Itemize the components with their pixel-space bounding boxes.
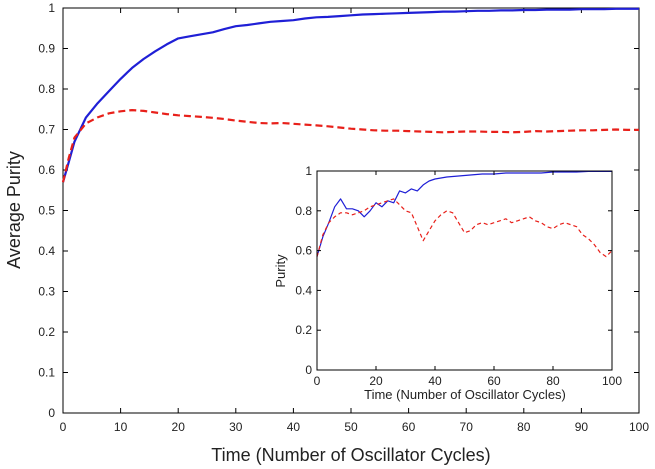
main-x-tick-label: 60 (402, 420, 416, 434)
main-x-tick-label: 0 (60, 420, 67, 434)
main-x-tick-label: 90 (575, 420, 589, 434)
inset-y-tick-label: 0.6 (295, 244, 312, 258)
main-y-tick-label: 0.2 (38, 325, 55, 339)
inset-y-tick-label: 0.8 (295, 204, 312, 218)
main-y-tick-label: 0.5 (38, 204, 55, 218)
main-y-tick-label: 0 (48, 406, 55, 420)
main-y-tick-label: 0.8 (38, 82, 55, 96)
main-y-tick-label: 1 (48, 1, 55, 15)
main-series-red-dashed (61, 108, 639, 183)
inset-x-tick-label: 100 (602, 374, 622, 388)
inset-x-tick-label: 60 (487, 374, 501, 388)
inset-x-tick-label: 20 (369, 374, 383, 388)
inset-x-axis-label: Time (Number of Oscillator Cycles) (364, 387, 566, 402)
inset-y-tick-label: 1 (305, 164, 312, 178)
inset-plot-frame (316, 170, 613, 371)
main-y-tick-label: 0.4 (38, 244, 55, 258)
main-x-tick-label: 10 (114, 420, 128, 434)
main-y-axis-label: Average Purity (4, 151, 24, 269)
main-series-blue-solid (61, 7, 639, 183)
main-x-axis-label: Time (Number of Oscillator Cycles) (211, 445, 490, 465)
main-y-tick-label: 0.9 (38, 42, 55, 56)
inset-series-red-dashed (316, 198, 613, 258)
main-x-tick-label: 70 (460, 420, 474, 434)
main-axes-ticks: 0 10 20 30 40 50 60 70 80 90 10000.10.20.30.40.50.… (38, 1, 649, 434)
main-x-tick-label: 20 (172, 420, 186, 434)
main-y-tick-label: 0.6 (38, 163, 55, 177)
main-y-tick-label: 0.1 (38, 366, 55, 380)
inset-series-blue-solid (316, 170, 612, 257)
inset-axes-ticks: 0 20 40 60 80 100 0 0.2 0.4 0.6 0.8 1 (295, 164, 622, 388)
main-series-lines (61, 7, 639, 183)
inset-y-tick-label: 0.2 (295, 323, 312, 337)
inset-y-tick-label: 0 (305, 363, 312, 377)
main-y-tick-label: 0.7 (38, 123, 55, 137)
inset-background (317, 171, 612, 370)
inset-x-tick-label: 40 (428, 374, 442, 388)
inset-x-tick-label: 80 (546, 374, 560, 388)
main-y-tick-label: 0.3 (38, 285, 55, 299)
main-x-tick-label: 50 (344, 420, 358, 434)
main-x-tick-label: 30 (229, 420, 243, 434)
inset-x-tick-label: 0 (314, 374, 321, 388)
inset-series-lines (316, 170, 613, 258)
main-x-tick-label: 100 (629, 420, 649, 434)
main-x-tick-label: 40 (287, 420, 301, 434)
inset-y-tick-label: 0.4 (295, 283, 312, 297)
main-x-tick-label: 80 (517, 420, 531, 434)
inset-y-axis-label: Purity (273, 254, 288, 288)
